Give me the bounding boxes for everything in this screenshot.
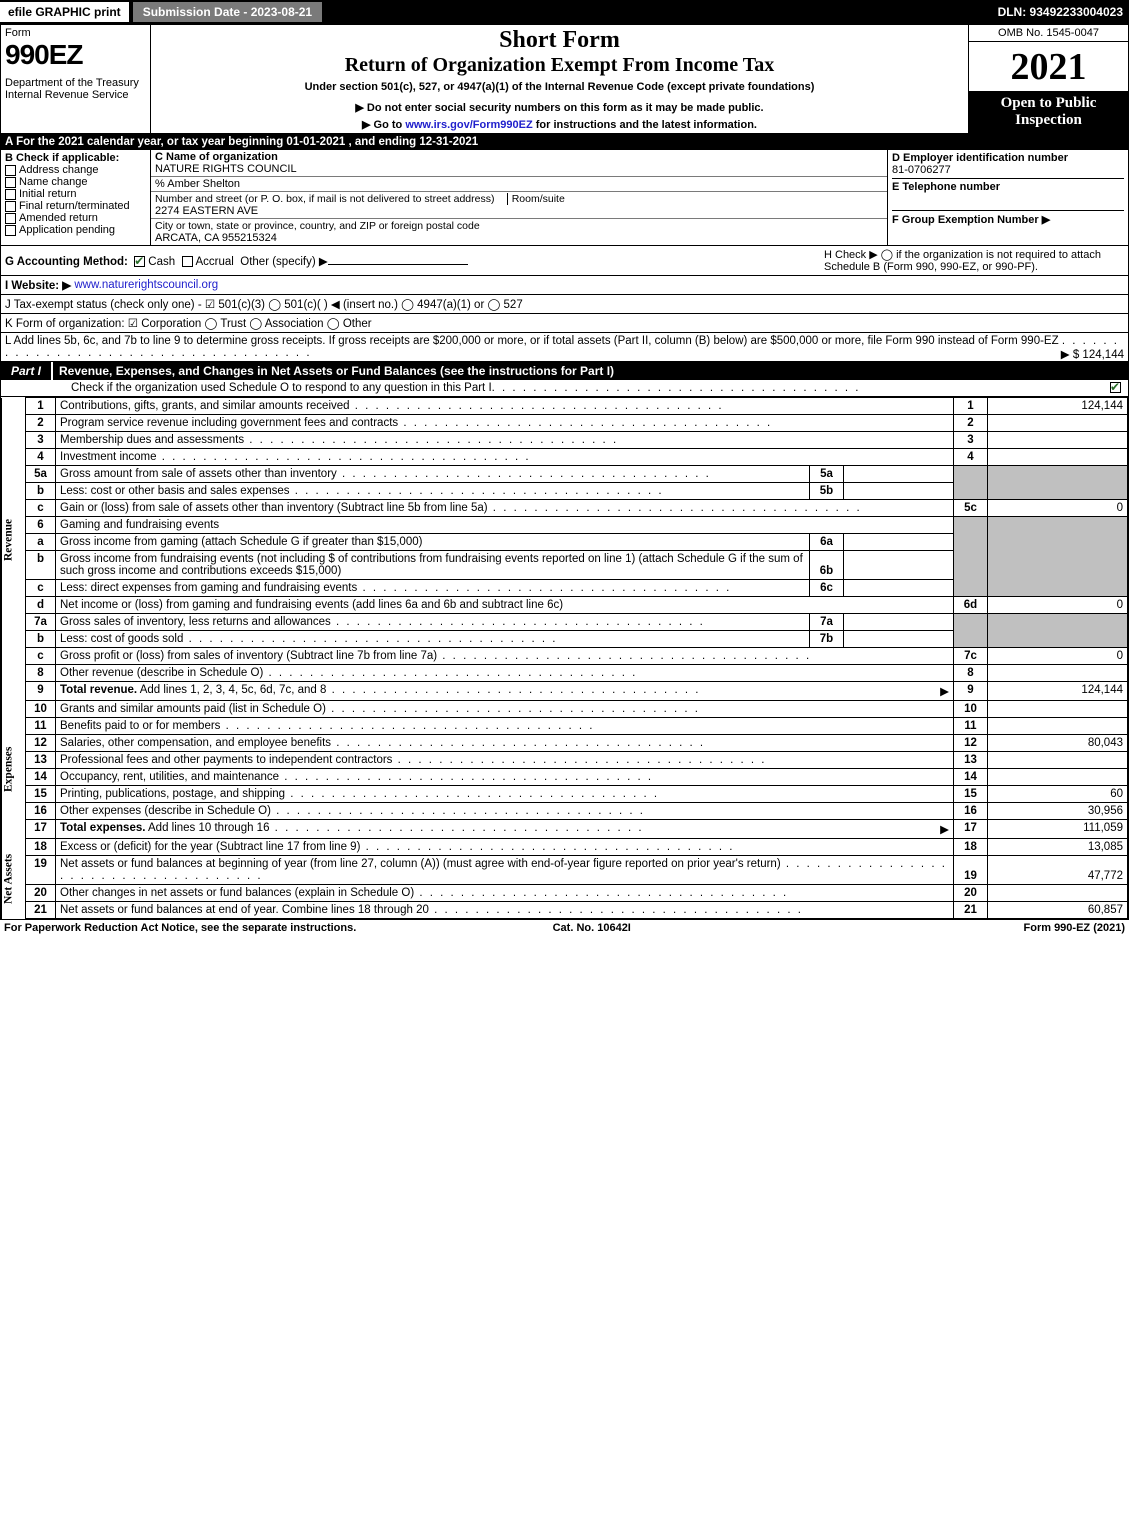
irs-link[interactable]: www.irs.gov/Form990EZ: [405, 119, 532, 131]
amt-9: 124,144: [988, 682, 1128, 701]
efile-label: efile GRAPHIC print: [0, 2, 129, 22]
f-label: F Group Exemption Number ▶: [892, 214, 1050, 226]
ein: 81-0706277: [892, 164, 951, 176]
e-block: E Telephone number: [892, 179, 1124, 211]
title-line1: Short Form: [157, 27, 962, 54]
f-block: F Group Exemption Number ▶: [892, 211, 1124, 226]
subtitle-1: Under section 501(c), 527, or 4947(a)(1)…: [157, 81, 962, 93]
b-opt-2[interactable]: Initial return: [5, 188, 146, 200]
row-j: J Tax-exempt status (check only one) - ☑…: [1, 295, 1128, 314]
street: 2274 EASTERN AVE: [155, 205, 258, 217]
row-k: K Form of organization: ☑ Corporation ◯ …: [1, 314, 1128, 333]
h-block: H Check ▶ ◯ if the organization is not r…: [824, 248, 1124, 273]
side-netassets: Net Assets: [2, 839, 26, 919]
footer-right: Form 990-EZ (2021): [1024, 922, 1126, 934]
g-accrual-chk[interactable]: [182, 256, 193, 267]
footer-left: For Paperwork Reduction Act Notice, see …: [4, 922, 356, 934]
part-i-check-row: Check if the organization used Schedule …: [1, 380, 1128, 397]
form-body: Form 990EZ Department of the Treasury In…: [0, 24, 1129, 920]
row-bcdef: B Check if applicable: Address change Na…: [1, 150, 1128, 246]
b-opt-4[interactable]: Amended return: [5, 212, 146, 224]
tax-year: 2021: [969, 42, 1128, 91]
side-revenue: Revenue: [2, 398, 26, 682]
website-link[interactable]: www.naturerightscouncil.org: [74, 279, 218, 291]
row-gh: G Accounting Method: Cash Accrual Other …: [1, 246, 1128, 276]
amt-1: 124,144: [988, 398, 1128, 415]
dln: DLN: 93492233004023: [998, 5, 1129, 19]
c-careof: % Amber Shelton: [151, 177, 887, 192]
form-word: Form: [5, 27, 146, 39]
section-c: C Name of organization NATURE RIGHTS COU…: [151, 150, 888, 245]
footer-mid: Cat. No. 10642I: [553, 922, 631, 934]
b-opt-5[interactable]: Application pending: [5, 224, 146, 236]
form-id-block: Form 990EZ Department of the Treasury In…: [1, 25, 151, 133]
part-i-title: Revenue, Expenses, and Changes in Net As…: [53, 362, 620, 380]
dept-label: Department of the Treasury Internal Reve…: [5, 77, 146, 101]
part-i-header: Part I Revenue, Expenses, and Changes in…: [1, 362, 1128, 380]
omb-number: OMB No. 1545-0047: [969, 25, 1128, 42]
section-def: D Employer identification number 81-0706…: [888, 150, 1128, 245]
footer: For Paperwork Reduction Act Notice, see …: [0, 920, 1129, 936]
lines-table: Revenue 1 Contributions, gifts, grants, …: [1, 397, 1128, 919]
room-label: Room/suite: [507, 193, 565, 205]
e-label: E Telephone number: [892, 181, 1000, 193]
l-amount: ▶ $ 124,144: [1061, 347, 1124, 361]
g-block: G Accounting Method: Cash Accrual Other …: [5, 254, 824, 268]
street-label: Number and street (or P. O. box, if mail…: [155, 193, 494, 205]
c-label: C Name of organization: [155, 151, 278, 163]
row-i: I Website: ▶ www.naturerightscouncil.org: [1, 276, 1128, 295]
subtitle-2: ▶ Do not enter social security numbers o…: [157, 101, 962, 114]
line-a: A For the 2021 calendar year, or tax yea…: [1, 134, 1128, 150]
g-cash-chk[interactable]: [134, 256, 145, 267]
org-name: NATURE RIGHTS COUNCIL: [155, 163, 297, 175]
part-i-check-text: Check if the organization used Schedule …: [71, 382, 492, 394]
i-label: I Website: ▶: [5, 278, 71, 292]
side-expenses: Expenses: [2, 701, 26, 839]
d-block: D Employer identification number 81-0706…: [892, 152, 1124, 179]
c-street-block: Number and street (or P. O. box, if mail…: [151, 192, 887, 219]
b-opt-3[interactable]: Final return/terminated: [5, 200, 146, 212]
top-header: efile GRAPHIC print Submission Date - 20…: [0, 0, 1129, 24]
title-right: OMB No. 1545-0047 2021 Open to Public In…: [968, 25, 1128, 133]
part-i-checkbox[interactable]: [1110, 382, 1121, 393]
city-label: City or town, state or province, country…: [155, 220, 480, 232]
section-b: B Check if applicable: Address change Na…: [1, 150, 151, 245]
part-i-tab: Part I: [1, 362, 53, 380]
submission-date: Submission Date - 2023-08-21: [133, 2, 322, 22]
city: ARCATA, CA 955215324: [155, 232, 277, 244]
title-center: Short Form Return of Organization Exempt…: [151, 25, 968, 133]
d-label: D Employer identification number: [892, 152, 1068, 164]
form-number: 990EZ: [5, 39, 146, 71]
l-text: L Add lines 5b, 6c, and 7b to line 9 to …: [5, 335, 1059, 347]
g-label: G Accounting Method:: [5, 256, 128, 268]
row-l: L Add lines 5b, 6c, and 7b to line 9 to …: [1, 333, 1128, 362]
c-name-block: C Name of organization NATURE RIGHTS COU…: [151, 150, 887, 177]
open-inspection: Open to Public Inspection: [969, 91, 1128, 133]
title-line2: Return of Organization Exempt From Incom…: [157, 54, 962, 77]
b-opt-1[interactable]: Name change: [5, 176, 146, 188]
b-label: B Check if applicable:: [5, 152, 146, 164]
b-opt-0[interactable]: Address change: [5, 164, 146, 176]
c-city-block: City or town, state or province, country…: [151, 219, 887, 245]
title-bar: Form 990EZ Department of the Treasury In…: [1, 25, 1128, 134]
subtitle-3: ▶ Go to www.irs.gov/Form990EZ for instru…: [157, 118, 962, 131]
